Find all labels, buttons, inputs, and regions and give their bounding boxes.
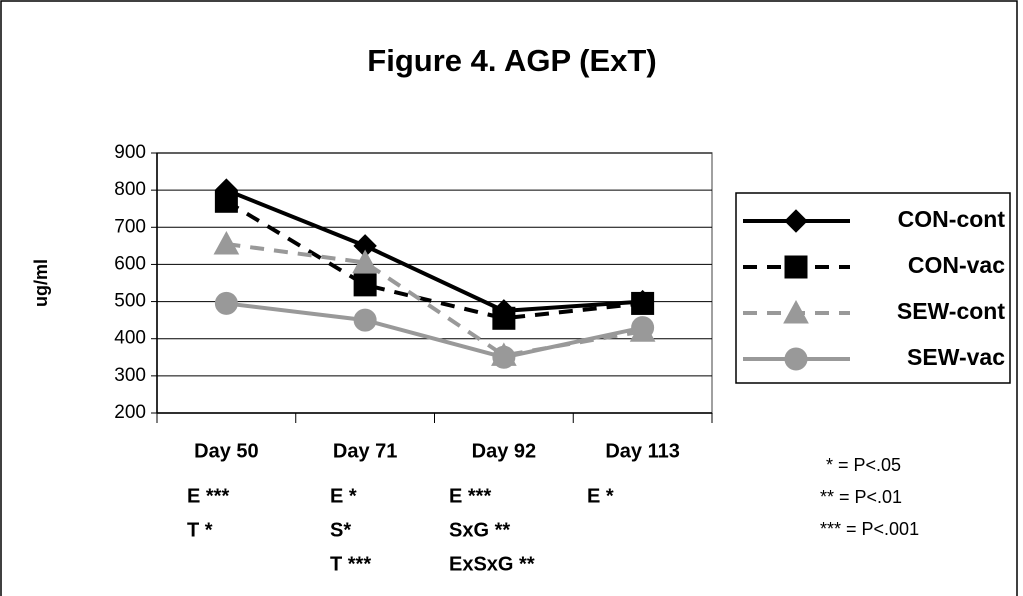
footnote: * = P<.05 (826, 455, 901, 475)
legend-label: SEW-vac (907, 344, 1005, 370)
y-tick-label: 300 (114, 365, 146, 386)
legend-label: CON-vac (908, 252, 1005, 278)
series-line (225, 188, 643, 313)
annotation: S* (330, 519, 351, 541)
x-tick-label: Day 113 (605, 440, 680, 462)
marker (214, 189, 238, 213)
annotation: SxG ** (449, 519, 510, 541)
y-tick-label: 400 (114, 328, 146, 349)
legend-label: CON-cont (898, 206, 1006, 232)
series-line (226, 301, 644, 360)
footnote: *** = P<.001 (820, 519, 919, 539)
annotation: T * (187, 519, 213, 541)
legend (735, 192, 1011, 384)
x-tick-label: Day 50 (194, 440, 259, 462)
marker (631, 316, 655, 340)
legend-marker (783, 299, 809, 324)
marker (353, 273, 377, 297)
series-line (225, 199, 643, 321)
legend-marker (784, 347, 808, 371)
annotation: T *** (330, 553, 371, 575)
y-tick-label: 200 (114, 402, 146, 423)
legend-marker (784, 255, 808, 279)
marker (492, 345, 516, 369)
y-tick-label: 800 (114, 179, 146, 200)
series-line (226, 242, 643, 358)
marker (352, 249, 378, 274)
annotation: E *** (187, 485, 229, 507)
chart-title: Figure 4. AGP (ExT) (367, 43, 656, 78)
y-tick-label: 500 (114, 291, 146, 312)
marker (353, 308, 377, 332)
marker (213, 230, 240, 255)
marker (214, 291, 238, 315)
y-tick-label: 700 (114, 216, 146, 237)
annotation: E *** (449, 485, 491, 507)
x-tick-label: Day 92 (472, 440, 537, 462)
legend-label: SEW-cont (897, 298, 1005, 324)
marker (492, 306, 516, 330)
annotation: E * (587, 485, 614, 507)
annotation: ExSxG ** (449, 553, 535, 575)
footnote: ** = P<.01 (820, 487, 902, 507)
y-axis-label: ug/ml (31, 259, 51, 307)
annotation: E * (330, 485, 357, 507)
plot-area (156, 152, 713, 414)
legend-marker (784, 209, 808, 233)
y-tick-label: 900 (114, 142, 146, 163)
y-tick-label: 600 (114, 253, 146, 274)
marker (631, 291, 655, 315)
x-tick-label: Day 71 (333, 440, 398, 462)
